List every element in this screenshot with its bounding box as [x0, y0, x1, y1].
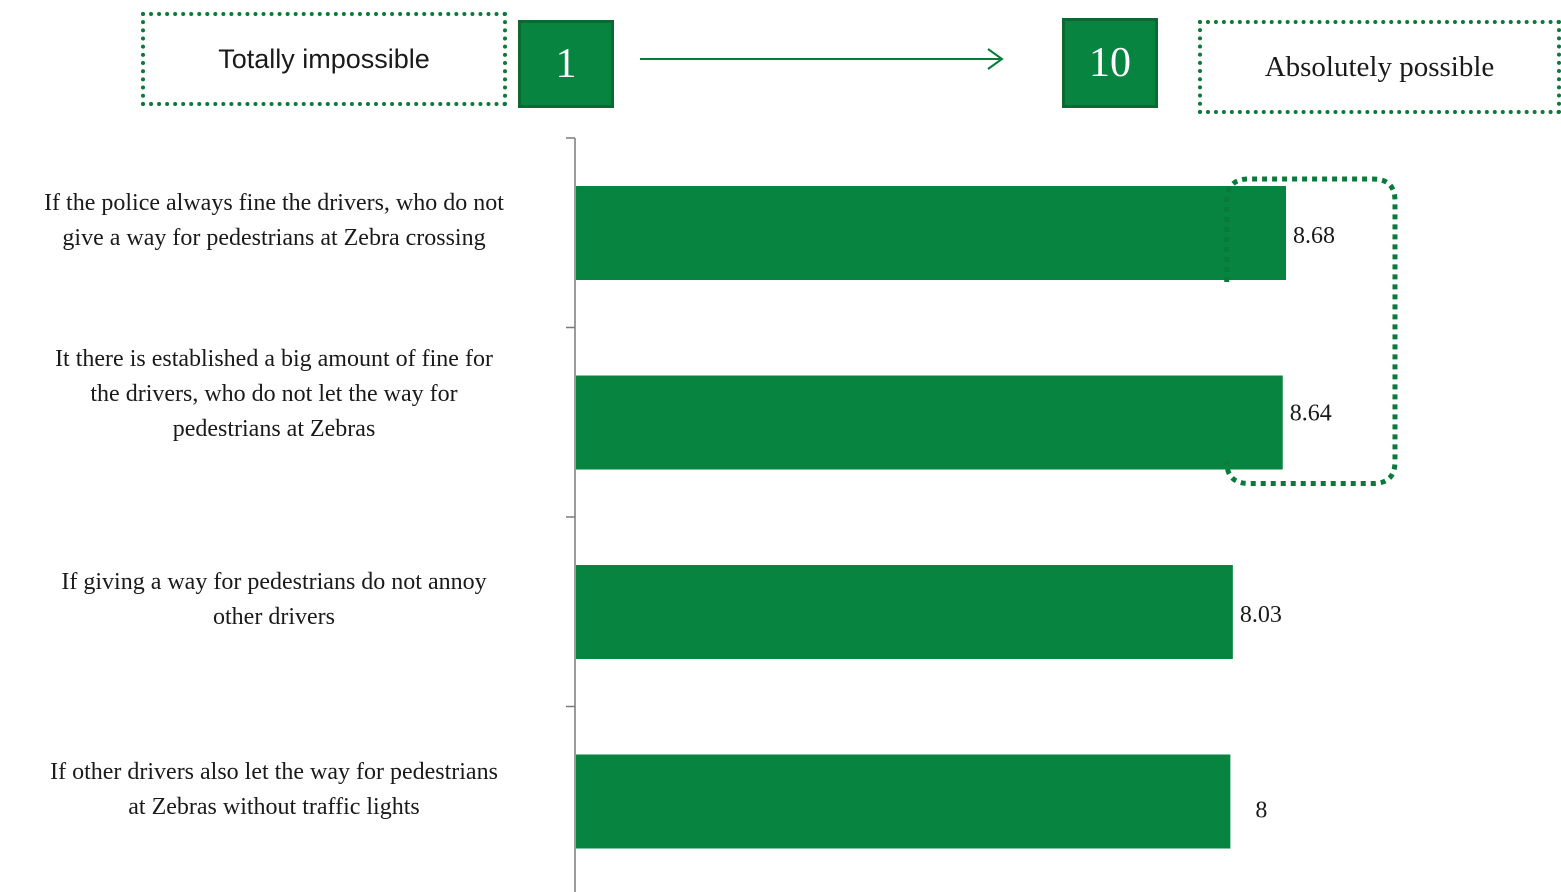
data-label: 8.03 — [1240, 602, 1282, 628]
category-label-line: It there is established a big amount of … — [55, 346, 493, 372]
bar — [576, 186, 1286, 280]
scale-min-label-text: Totally impossible — [218, 43, 430, 74]
category-label-line: at Zebras without traffic lights — [128, 793, 420, 820]
scale-min-value: 1 — [555, 41, 577, 87]
scale-arrow-icon — [640, 48, 1004, 70]
category-label: If giving a way for pedestrians do not a… — [0, 565, 548, 635]
bar — [576, 754, 1231, 849]
category-label-line: give a way for pedestrians at Zebra cros… — [62, 225, 486, 251]
scale-max-value: 10 — [1089, 40, 1131, 86]
highlight-bracket — [1224, 176, 1398, 486]
category-label: It there is established a big amount of … — [0, 342, 548, 447]
scale-min-label: Totally impossible — [141, 12, 507, 106]
scale-max-label-text: Absolutely possible — [1264, 50, 1495, 83]
category-label-line: other drivers — [213, 604, 335, 630]
scale-max-label: Absolutely possible — [1198, 20, 1561, 114]
category-label-line: If giving a way for pedestrians do not a… — [61, 569, 487, 595]
data-label: 8.68 — [1293, 223, 1335, 249]
scale-min-value-box: 1 — [518, 20, 614, 108]
category-label: If the police always fine the drivers, w… — [0, 186, 548, 256]
data-label: 8 — [1255, 798, 1267, 824]
category-label-line: If the police always fine the drivers, w… — [44, 190, 504, 216]
bar — [576, 565, 1233, 659]
category-label: If other drivers also let the way for pe… — [0, 755, 548, 825]
category-label-line: pedestrians at Zebras — [172, 416, 376, 442]
category-label-line: the drivers, who do not let the way for — [90, 381, 458, 407]
scale-max-value-box: 10 — [1062, 18, 1158, 108]
data-label: 8.64 — [1290, 401, 1332, 427]
category-label-line: If other drivers also let the way for pe… — [50, 758, 498, 785]
bar — [576, 375, 1283, 470]
